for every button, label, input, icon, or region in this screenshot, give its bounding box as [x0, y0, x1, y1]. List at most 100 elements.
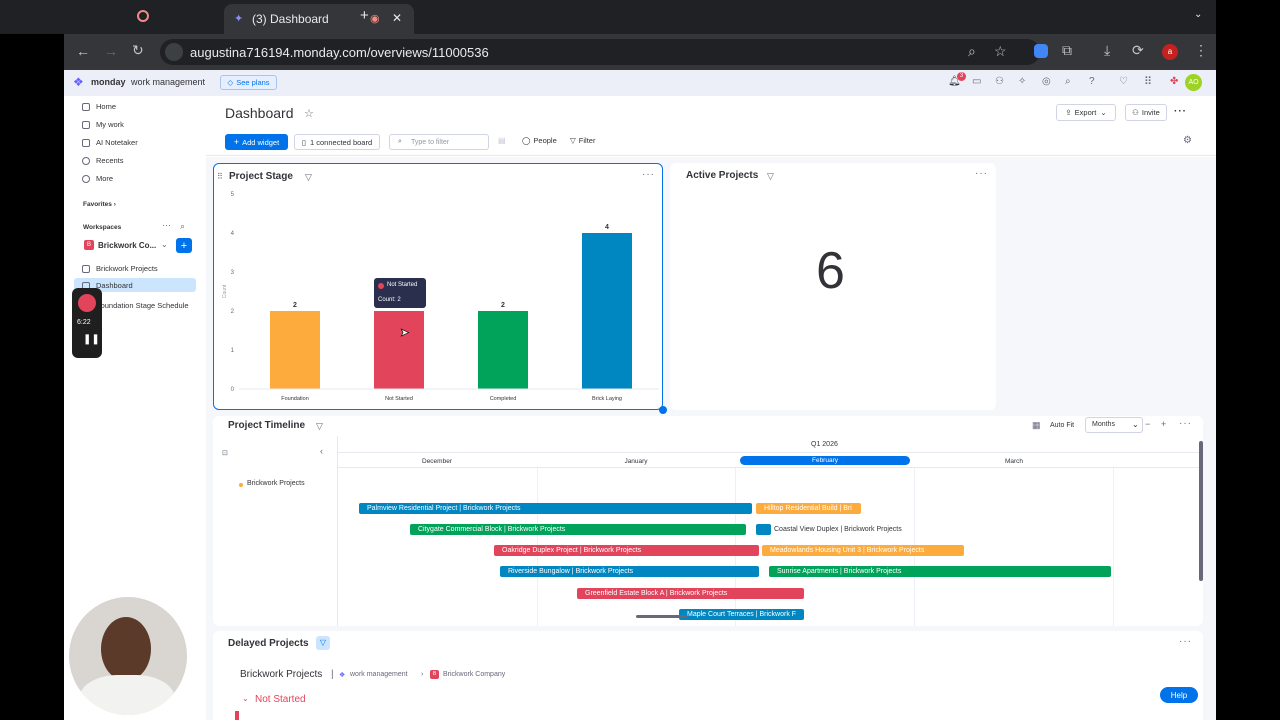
- site-info-icon[interactable]: [165, 43, 183, 61]
- widget-menu-icon[interactable]: ···: [1179, 418, 1192, 429]
- add-workspace-item-button[interactable]: +: [176, 238, 192, 253]
- delayed-projects-widget[interactable]: Delayed Projects ▽ ··· Brickwork Project…: [213, 631, 1203, 720]
- zoom-in-icon[interactable]: +: [1161, 419, 1167, 429]
- back-icon[interactable]: ←: [76, 43, 90, 59]
- workspace-search-icon[interactable]: ⌕: [180, 221, 186, 231]
- help-icon[interactable]: ?: [1089, 76, 1095, 87]
- sidebar-item-more[interactable]: More: [82, 174, 113, 183]
- app-grid-icon[interactable]: ⠿: [1144, 76, 1153, 88]
- ai-icon[interactable]: ◎: [1042, 76, 1051, 87]
- browser-tab[interactable]: ✦ (3) Dashboard ◉ ✕: [224, 4, 414, 34]
- notifications-icon[interactable]: 🔔︎: [948, 76, 961, 87]
- settings-gear-icon[interactable]: ⚙: [1183, 135, 1192, 146]
- gantt-bar-greenfield[interactable]: Greenfield Estate Block A | Brickwork Pr…: [577, 588, 804, 599]
- favorite-star-icon[interactable]: ☆: [304, 108, 314, 120]
- gantt-bar-oakridge[interactable]: Oakridge Duplex Project | Brickwork Proj…: [494, 545, 759, 556]
- bar-brick-laying[interactable]: [582, 233, 632, 389]
- home-icon: [82, 102, 90, 111]
- sidebar-item-ai-notetaker[interactable]: AI Notetaker: [82, 138, 138, 147]
- heart-icon[interactable]: ♡: [1119, 76, 1128, 87]
- invite-button[interactable]: ⚇ Invite: [1125, 104, 1167, 121]
- add-widget-button[interactable]: + Add widget: [225, 134, 288, 150]
- gantt-bar-sunrise[interactable]: Sunrise Apartments | Brickwork Projects: [769, 566, 1111, 577]
- reload-icon[interactable]: ↻: [132, 42, 144, 58]
- extensions-puzzle-icon[interactable]: ⧉: [1062, 42, 1072, 58]
- bar-completed[interactable]: [478, 311, 528, 389]
- sidebar-item-home[interactable]: Home: [82, 102, 116, 111]
- filter-icon[interactable]: ▽: [316, 421, 323, 431]
- user-avatar[interactable]: AO: [1185, 74, 1202, 91]
- filter-button[interactable]: ▽ Filter: [570, 136, 595, 145]
- gantt-bar-coastal-view[interactable]: [756, 524, 771, 535]
- project-timeline-widget[interactable]: Project Timeline ▽ ▦ Auto Fit Months ⌄ −…: [213, 416, 1203, 626]
- active-projects-widget[interactable]: Active Projects ▽ ··· 6: [670, 163, 996, 410]
- gantt-bar-riverside[interactable]: Riverside Bungalow | Brickwork Projects: [500, 566, 759, 577]
- months-scale-select[interactable]: Months ⌄: [1085, 417, 1143, 433]
- auto-fit-button[interactable]: Auto Fit: [1050, 422, 1075, 429]
- active-filter-icon[interactable]: ▽: [316, 636, 330, 650]
- people-filter-button[interactable]: ◯ People: [522, 136, 557, 145]
- group-title[interactable]: Not Started: [255, 694, 306, 705]
- gantt-bar-meadowlands[interactable]: Meadowlands Housing Unit 3 | Brickwork P…: [762, 545, 964, 556]
- breadcrumb-workspace[interactable]: work management: [350, 671, 408, 678]
- gantt-bar-citygate[interactable]: Citygate Commercial Block | Brickwork Pr…: [410, 524, 746, 535]
- forward-icon[interactable]: →: [104, 43, 118, 59]
- monday-apps-icon[interactable]: ✤: [1170, 76, 1179, 87]
- diamond-icon: ◇: [227, 78, 234, 87]
- workspace-selector[interactable]: B Brickwork Co... ⌄: [81, 237, 171, 253]
- sidebar-item-my-work[interactable]: My work: [82, 120, 124, 129]
- sidebar-board-dashboard[interactable]: [74, 278, 196, 292]
- project-stage-widget[interactable]: ⠿ Project Stage ▽ ··· 0 1 2 3 4 5 Count 2 Founda…: [213, 163, 667, 414]
- bar-not-started[interactable]: [374, 311, 424, 389]
- download-icon[interactable]: ⤓: [1104, 42, 1111, 58]
- type-to-filter-input[interactable]: ⌕ Type to filter: [389, 134, 489, 150]
- profile-avatar-icon[interactable]: a: [1162, 44, 1178, 60]
- apps-marketplace-icon[interactable]: ✧: [1018, 76, 1027, 87]
- sync-icon[interactable]: ⟳: [1132, 42, 1144, 58]
- clear-filter-icon[interactable]: ▤: [498, 136, 506, 145]
- horizontal-scrollbar[interactable]: [636, 615, 688, 618]
- gantt-bar-palmview[interactable]: Palmview Residential Project | Brickwork…: [359, 503, 752, 514]
- export-button[interactable]: ⇪ Export ⌄: [1056, 104, 1116, 121]
- pause-icon[interactable]: ❚❚: [83, 334, 100, 345]
- connected-boards-button[interactable]: ▯ 1 connected board: [294, 134, 380, 150]
- collapse-all-icon[interactable]: ⊡: [222, 450, 228, 457]
- extension-icon[interactable]: [1034, 44, 1048, 58]
- search-icon[interactable]: ⌕: [1065, 76, 1071, 87]
- chrome-menu-icon[interactable]: ⋮: [1194, 42, 1208, 58]
- widget-menu-icon[interactable]: ···: [1179, 636, 1192, 647]
- board-name[interactable]: Brickwork Projects: [240, 669, 323, 680]
- bookmark-star-icon[interactable]: ☆: [994, 43, 1007, 59]
- sidebar-board-brickwork-projects[interactable]: Brickwork Projects: [82, 264, 158, 273]
- breadcrumb-company[interactable]: Brickwork Company: [443, 671, 506, 678]
- collapse-group-icon[interactable]: ⌄: [242, 694, 249, 703]
- sidebar-item-recents[interactable]: Recents: [82, 156, 124, 165]
- filter-icon[interactable]: ▽: [305, 172, 312, 182]
- close-tab-icon[interactable]: ✕: [392, 11, 403, 25]
- gantt-bar-hilltop[interactable]: Hilltop Residential Build | Bri: [756, 503, 861, 514]
- filter-icon[interactable]: ▽: [767, 171, 774, 181]
- toolbar-row: ← → ↻ augustina716194.monday.com/overvie…: [64, 34, 1216, 70]
- vertical-scrollbar[interactable]: [1199, 441, 1203, 581]
- gantt-bar-maple-court[interactable]: Maple Court Terraces | Brickwork F: [679, 609, 804, 620]
- bar-foundation[interactable]: [270, 311, 320, 389]
- widget-menu-icon[interactable]: ···: [642, 169, 655, 180]
- inbox-icon[interactable]: ▭: [972, 76, 982, 87]
- stop-recording-button[interactable]: [78, 294, 96, 312]
- widget-menu-icon[interactable]: ···: [975, 168, 988, 179]
- zoom-out-icon[interactable]: −: [1145, 419, 1151, 429]
- more-options-icon[interactable]: ···: [1174, 106, 1187, 117]
- resize-handle[interactable]: [659, 406, 667, 414]
- new-tab-icon[interactable]: +: [360, 7, 369, 24]
- see-plans-button[interactable]: ◇ See plans: [220, 75, 277, 90]
- tab-search-icon[interactable]: ⌄: [1194, 9, 1203, 20]
- address-bar[interactable]: augustina716194.monday.com/overviews/110…: [160, 39, 1040, 65]
- invite-members-icon[interactable]: ⚇: [995, 76, 1004, 87]
- chevron-left-icon[interactable]: ‹: [320, 446, 323, 456]
- favorites-section[interactable]: Favorites ›: [83, 201, 116, 208]
- help-button[interactable]: Help: [1160, 687, 1198, 703]
- workspace-options-icon[interactable]: ···: [162, 220, 171, 230]
- zoom-icon[interactable]: ⌕: [968, 43, 976, 59]
- drag-handle-icon[interactable]: ⠿: [217, 172, 223, 181]
- calendar-icon[interactable]: ▦: [1032, 420, 1041, 430]
